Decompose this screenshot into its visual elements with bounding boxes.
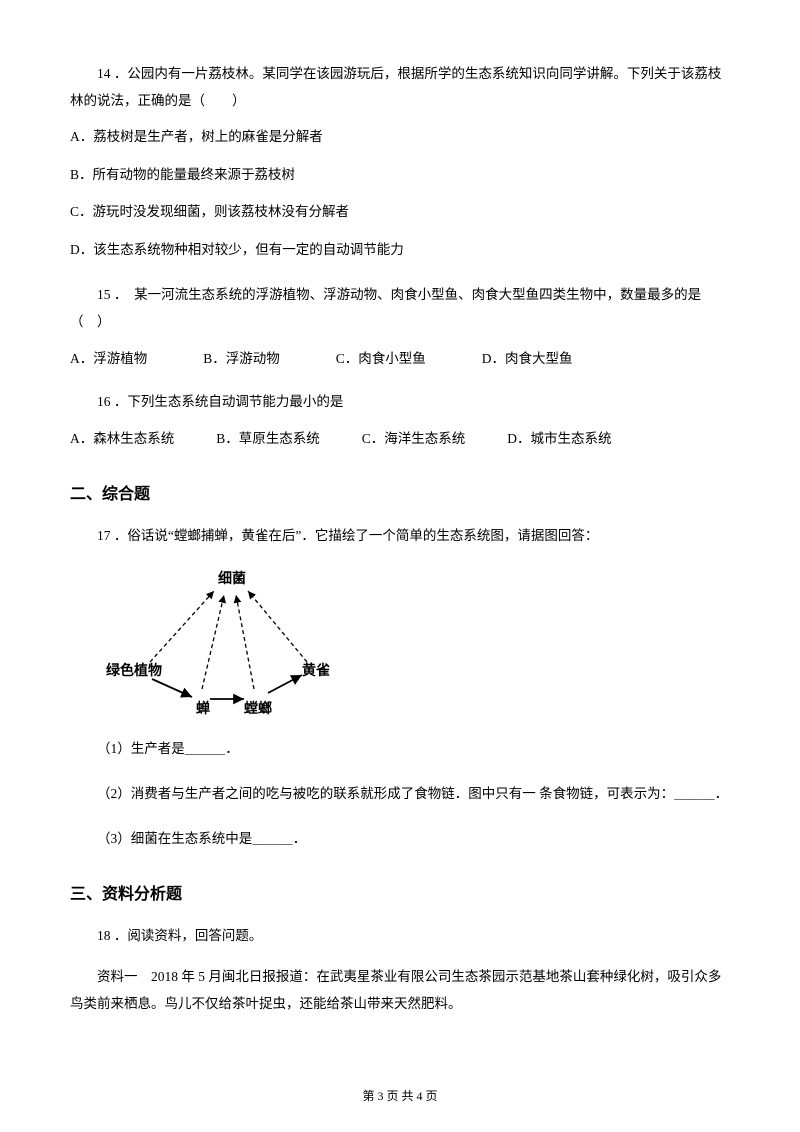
- question-16: 16 ．下列生态系统自动调节能力最小的是 A．森林生态系统 B．草原生态系统 C…: [70, 388, 730, 452]
- q15-opt-c: C．肉食小型鱼: [336, 345, 426, 372]
- question-14: 14 ．公园内有一片荔枝林。某同学在该园游玩后，根据所学的生态系统知识向同学讲解…: [70, 60, 730, 265]
- question-17: 17 ．俗话说“螳螂捕蝉，黄雀在后”．它描绘了一个简单的生态系统图，请据图回答：…: [70, 522, 730, 852]
- q15-options: A．浮游植物 B．浮游动物 C．肉食小型鱼 D．肉食大型鱼: [70, 345, 730, 372]
- section-3-title: 三、资料分析题: [70, 880, 730, 904]
- q16-stem: 16 ．下列生态系统自动调节能力最小的是: [70, 388, 730, 415]
- diagram-svg: 细菌 绿色植物 蝉 螳螂 黄雀: [102, 567, 342, 717]
- q14-opt-c: C．游玩时没发现细菌，则该荔枝林没有分解者: [70, 197, 730, 227]
- q17-diagram: 细菌 绿色植物 蝉 螳螂 黄雀: [102, 567, 342, 717]
- node-bacteria: 细菌: [218, 570, 246, 586]
- q16-opt-d: D．城市生态系统: [507, 425, 611, 452]
- q14-stem: 14 ．公园内有一片荔枝林。某同学在该园游玩后，根据所学的生态系统知识向同学讲解…: [70, 60, 730, 114]
- q17-sub3: （3）细菌在生态系统中是＿＿＿．: [70, 825, 730, 852]
- q18-material: 资料一 2018 年 5 月闽北日报报道：在武夷星茶业有限公司生态茶园示范基地茶…: [70, 963, 730, 1017]
- section-2-title: 二、综合题: [70, 480, 730, 504]
- q14-opt-a: A．荔枝树是生产者，树上的麻雀是分解者: [70, 122, 730, 152]
- q16-opt-b: B．草原生态系统: [216, 425, 320, 452]
- q14-opt-b: B．所有动物的能量最终来源于荔枝树: [70, 160, 730, 190]
- q16-options: A．森林生态系统 B．草原生态系统 C．海洋生态系统 D．城市生态系统: [70, 425, 730, 452]
- q15-opt-b: B．浮游动物: [203, 345, 280, 372]
- q17-stem: 17 ．俗话说“螳螂捕蝉，黄雀在后”．它描绘了一个简单的生态系统图，请据图回答：: [70, 522, 730, 549]
- node-cicada: 蝉: [196, 700, 210, 716]
- q15-opt-d: D．肉食大型鱼: [482, 345, 573, 372]
- question-18: 18 ．阅读资料，回答问题。 资料一 2018 年 5 月闽北日报报道：在武夷星…: [70, 922, 730, 1017]
- q16-opt-c: C．海洋生态系统: [362, 425, 466, 452]
- q17-sub2: （2）消费者与生产者之间的吃与被吃的联系就形成了食物链．图中只有一 条食物链，可…: [70, 780, 730, 807]
- node-mantis: 螳螂: [244, 700, 272, 716]
- q17-sub1: （1）生产者是＿＿＿．: [70, 735, 730, 762]
- q15-opt-a: A．浮游植物: [70, 345, 147, 372]
- q14-opt-d: D．该生态系统物种相对较少，但有一定的自动调节能力: [70, 235, 730, 265]
- node-plant: 绿色植物: [106, 662, 162, 678]
- q18-stem: 18 ．阅读资料，回答问题。: [70, 922, 730, 949]
- node-bird: 黄雀: [302, 662, 330, 678]
- q16-opt-a: A．森林生态系统: [70, 425, 174, 452]
- q15-stem: 15 ． 某一河流生态系统的浮游植物、浮游动物、肉食小型鱼、肉食大型鱼四类生物中…: [70, 281, 730, 335]
- question-15: 15 ． 某一河流生态系统的浮游植物、浮游动物、肉食小型鱼、肉食大型鱼四类生物中…: [70, 281, 730, 372]
- page-footer: 第 3 页 共 4 页: [0, 1087, 800, 1104]
